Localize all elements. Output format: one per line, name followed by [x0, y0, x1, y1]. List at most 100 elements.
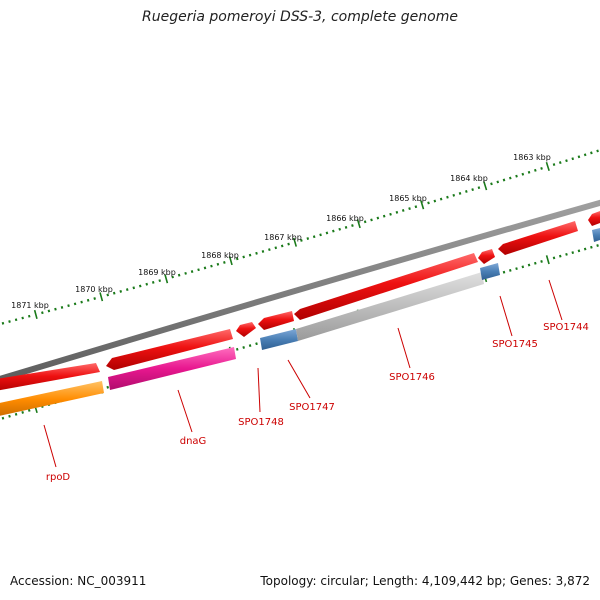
gene-arrow-rpod-fwd [0, 363, 100, 391]
gene-label-spo1744: SPO1744 [543, 322, 589, 333]
ruler-outer-minor-tick [158, 279, 162, 283]
ruler-outer-minor-tick [27, 314, 31, 318]
ruler-inner-minor-tick [242, 346, 245, 349]
cds-bar-edge-blue [592, 228, 600, 242]
ruler-outer-major-tick [33, 309, 38, 320]
ruler-outer-minor-tick [184, 271, 187, 275]
ruler-outer-minor-tick [376, 216, 380, 220]
ruler-outer-minor-tick [145, 282, 149, 286]
page-title: Ruegeria pomeroyi DSS-3, complete genome [142, 9, 458, 25]
ruler-outer-minor-tick [319, 233, 322, 237]
ruler-outer-minor-tick [54, 307, 57, 311]
ruler-outer-minor-tick [93, 297, 96, 300]
ruler-inner-minor-tick [235, 347, 239, 351]
ruler-outer-minor-tick [465, 190, 468, 193]
ruler-outer-minor-tick [210, 264, 213, 268]
ruler-outer-minor-tick [363, 220, 367, 224]
ruler-outer-minor-tick [268, 248, 271, 252]
ruler-inner-minor-tick [521, 265, 525, 269]
ruler-outer-minor-tick [508, 176, 512, 180]
ruler-outer-minor-tick [502, 178, 506, 182]
ruler-outer-minor-tick [344, 225, 348, 229]
ruler-outer-minor-tick [596, 149, 599, 153]
ruler-outer-minor-tick [138, 284, 142, 288]
ruler-outer-minor-tick [408, 207, 411, 211]
ruler-outer-minor-tick [203, 266, 207, 270]
ruler-outer-minor-tick [132, 286, 136, 290]
ruler-outer-minor-tick [433, 199, 437, 203]
ruler-outer-minor-tick [21, 316, 24, 320]
ruler-outer-minor-tick [67, 304, 70, 308]
ruler-inner-minor-tick [106, 385, 110, 389]
ruler-outer-minor-tick [338, 227, 341, 231]
ruler-outer-minor-tick [439, 197, 443, 201]
ruler-outer-minor-tick [325, 231, 329, 235]
ruler-outer-minor-tick [106, 293, 109, 297]
ruler-inner-major-tick [545, 255, 550, 265]
gene-label-spo1746: SPO1746 [389, 372, 435, 383]
ruler-outer-minor-tick [458, 191, 462, 195]
ruler-outer-minor-tick [401, 209, 405, 212]
ruler-inner-minor-tick [27, 409, 31, 412]
ruler-outer-minor-tick [248, 253, 252, 257]
ruler-outer-minor-tick [351, 224, 354, 227]
ruler-outer-minor-tick [558, 161, 562, 165]
ruler-label-1869: 1869 kbp [138, 268, 176, 277]
ruler-label-1864: 1864 kbp [450, 174, 488, 183]
gene-arrow-spo1744-fwd [498, 221, 578, 255]
ruler-outer-minor-tick [477, 186, 481, 190]
ruler-outer-major-tick [483, 181, 488, 191]
ruler-outer-minor-tick [370, 218, 373, 222]
ruler-outer-minor-tick [332, 229, 335, 233]
ruler-outer-minor-tick [287, 242, 290, 246]
gene-arrow-spo1747-fwd [258, 311, 294, 330]
ruler-outer-minor-tick [389, 212, 392, 216]
ruler-inner-minor-tick [571, 251, 575, 255]
ruler-inner-minor-tick [502, 270, 506, 274]
leader-line-spo1747 [287, 359, 311, 399]
ruler-outer-minor-tick [395, 210, 399, 214]
ruler-outer-minor-tick [235, 257, 239, 261]
gene-arrow-spo1746-fwd [294, 253, 478, 320]
ruler-inner-minor-tick [540, 260, 543, 263]
ruler-label-1865: 1865 kbp [389, 194, 427, 203]
leader-line-spo1745 [499, 295, 513, 337]
gene-arrow-spo1748-fwd [236, 322, 256, 337]
ruler-outer-minor-tick [223, 261, 226, 264]
ruler-inner-minor-tick [14, 412, 18, 416]
ruler-outer-minor-tick [151, 280, 155, 284]
ruler-inner-minor-tick [558, 254, 562, 258]
genome-backbone [0, 199, 600, 383]
ruler-outer-minor-tick [452, 193, 456, 197]
ruler-inner-minor-tick [596, 244, 599, 247]
gene-arrow-edge-fwd [588, 211, 600, 226]
ruler-outer-minor-tick [471, 188, 474, 192]
ruler-inner-minor-tick [21, 410, 24, 414]
ruler-outer-minor-tick [515, 174, 518, 178]
ruler-outer-minor-tick [571, 157, 575, 161]
ruler-inner-minor-tick [577, 249, 581, 253]
ruler-inner-minor-tick [8, 414, 11, 418]
ruler-outer-minor-tick [112, 291, 116, 295]
ruler-outer-major-tick [292, 237, 298, 247]
accession-text: Accession: NC_003911 [10, 574, 147, 588]
ruler-outer-minor-tick [190, 270, 194, 273]
gene-label-rpod: rpoD [46, 472, 71, 483]
cds-bar-spo1746-gray [296, 272, 484, 341]
ruler-outer-minor-tick [540, 166, 543, 170]
ruler-outer-major-tick [356, 219, 361, 229]
ruler-label-1870: 1870 kbp [75, 285, 113, 294]
ruler-outer-minor-tick [527, 170, 531, 174]
ruler-label-1868: 1868 kbp [201, 251, 239, 260]
ruler-outer-minor-tick [446, 195, 449, 199]
ruler-outer-minor-tick [583, 153, 587, 157]
gene-label-spo1747: SPO1747 [289, 402, 335, 413]
gene-arrow-dnag-fwd [106, 329, 233, 370]
ruler-outer-minor-tick [300, 238, 303, 242]
cds-bar-dnag [108, 347, 236, 390]
cds-bar-rpod [0, 381, 104, 416]
ruler-outer-minor-tick [382, 214, 386, 218]
ruler-outer-minor-tick [80, 300, 83, 304]
ruler-outer-minor-tick [280, 244, 284, 248]
